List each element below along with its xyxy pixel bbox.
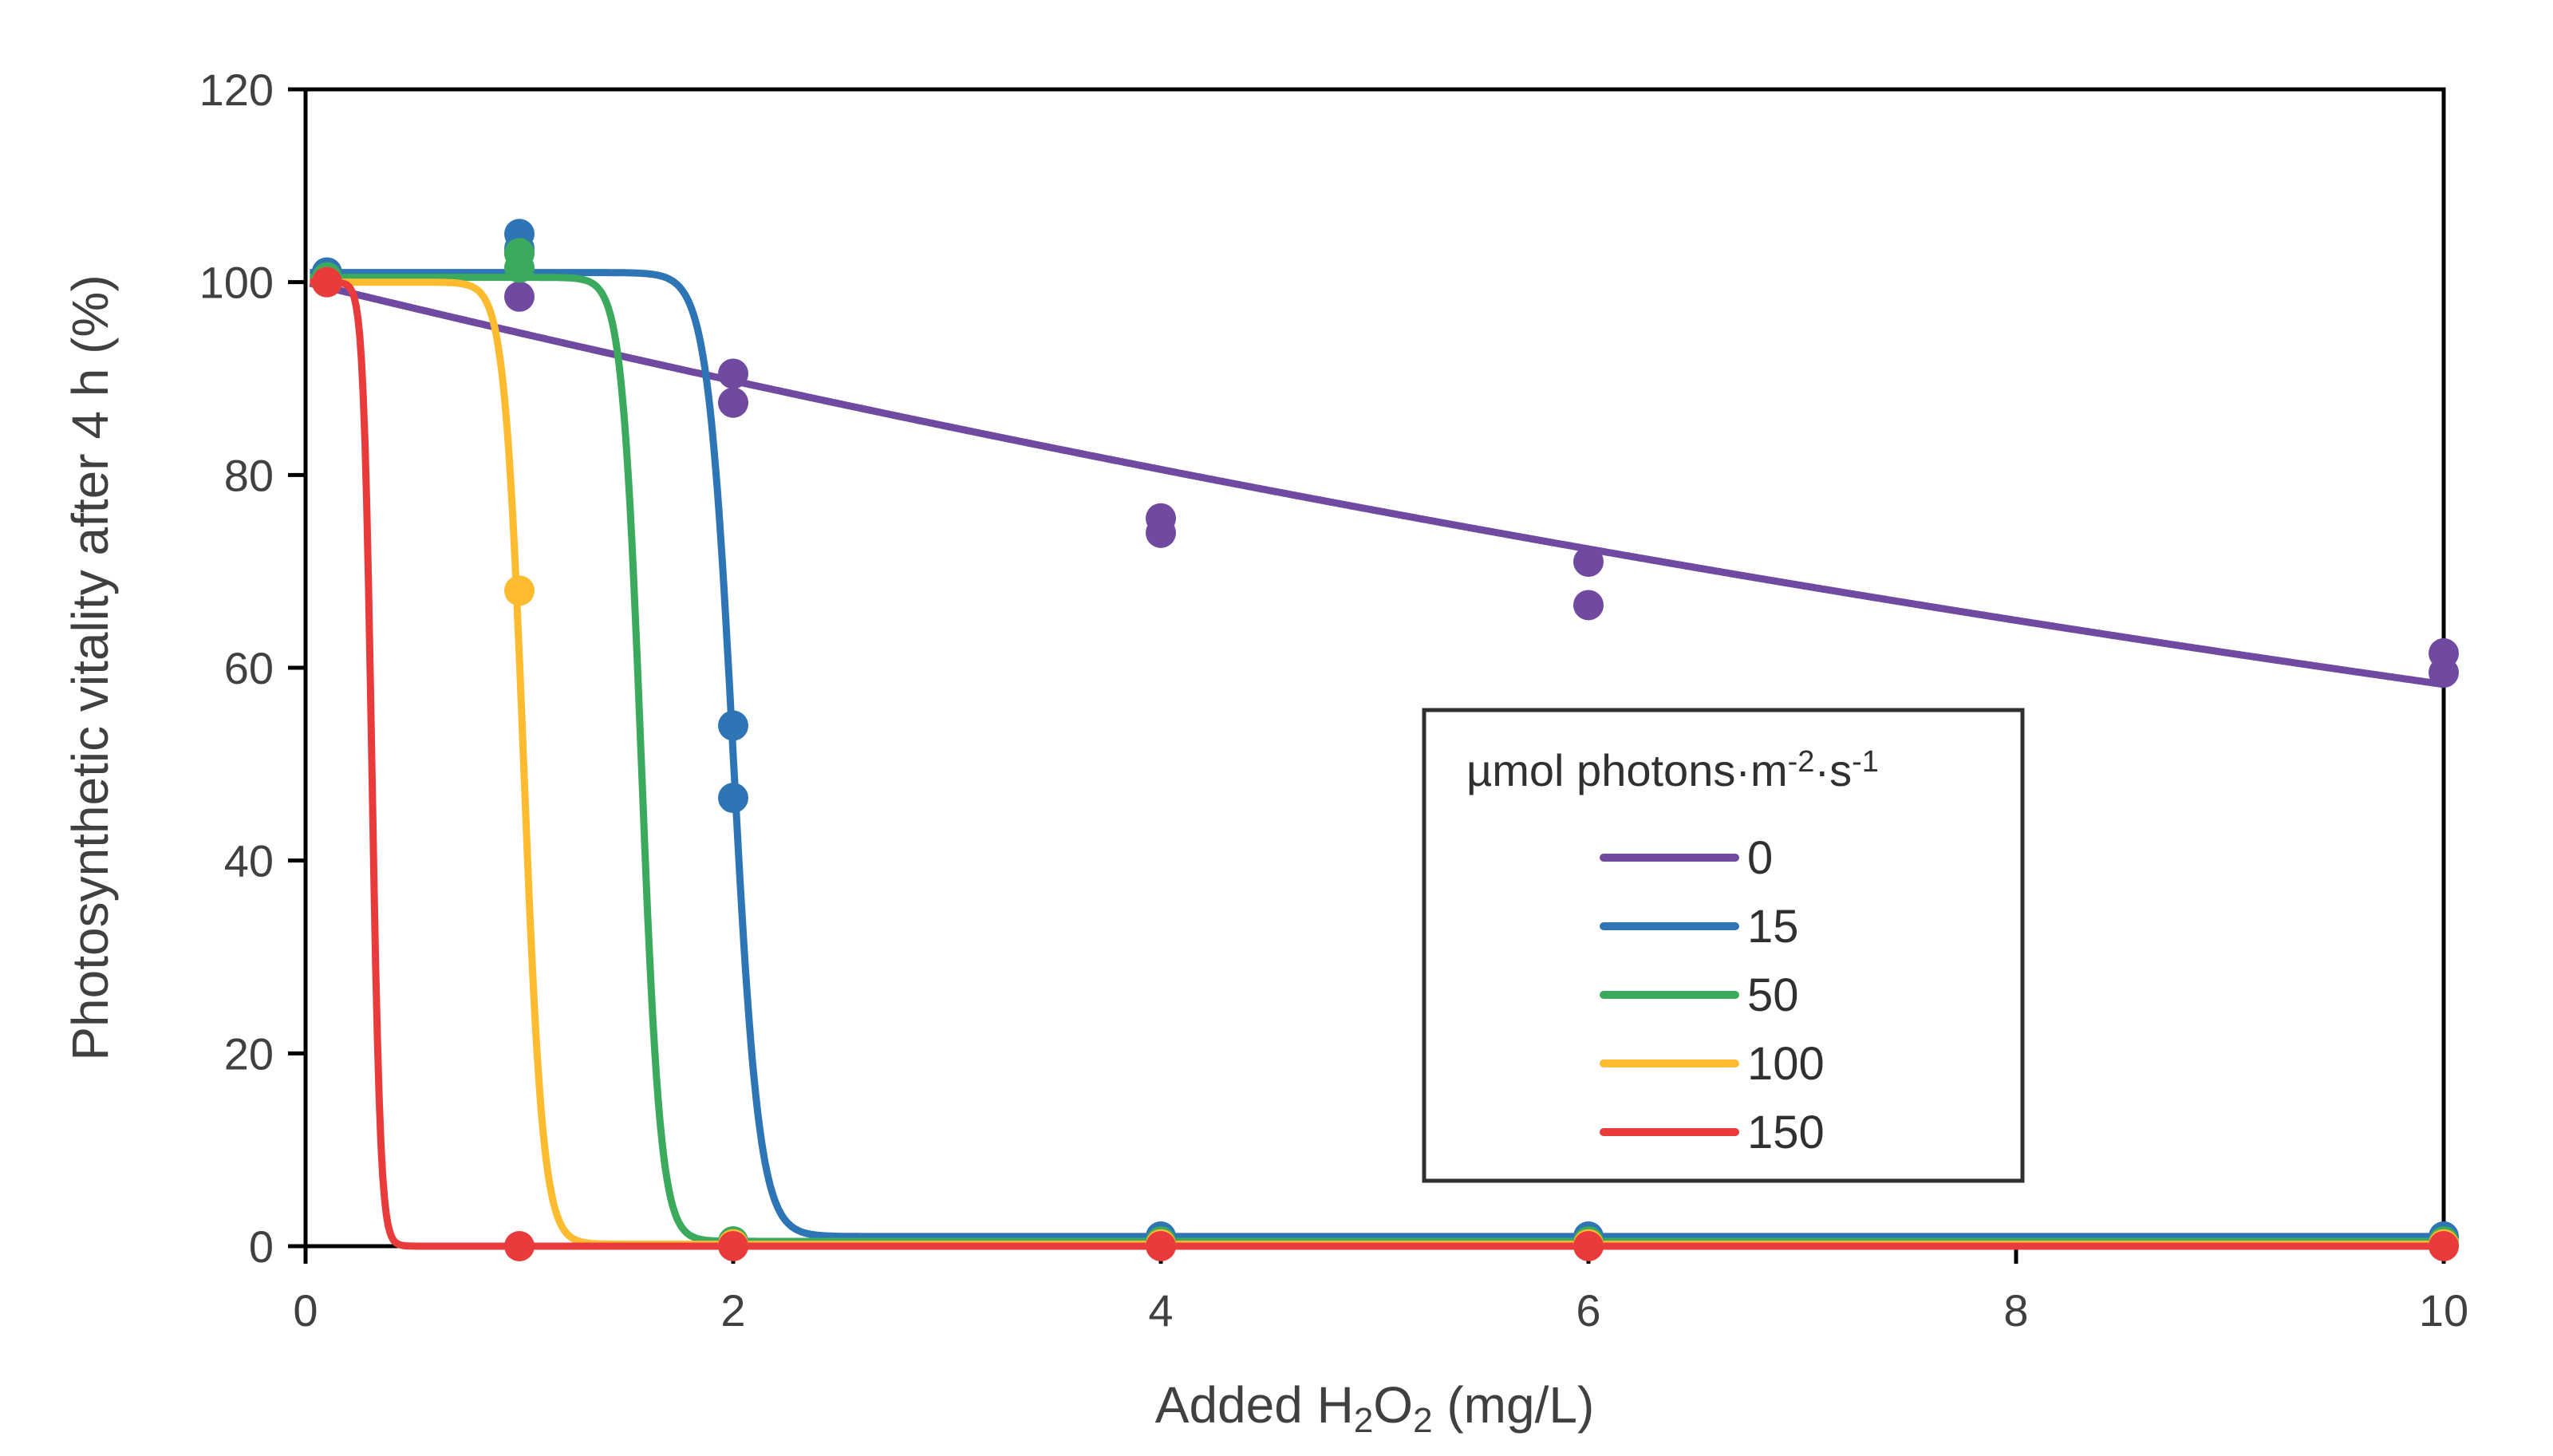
y-tick-label: 80 <box>224 450 274 500</box>
data-point-100 <box>504 575 535 606</box>
x-axis-title: Added H2O2 (mg/L) <box>1155 1376 1595 1440</box>
data-point-15 <box>718 783 748 814</box>
legend-label-100: 100 <box>1747 1038 1825 1090</box>
x-tick-label: 0 <box>293 1285 318 1336</box>
data-point-50 <box>504 252 535 283</box>
legend: µmol photons·m-2·s-1 0 15 50 100 150 <box>1422 708 2025 1183</box>
legend-items: 0 15 50 100 150 <box>1600 832 1825 1158</box>
data-point-150 <box>1573 1231 1604 1261</box>
data-point-150 <box>504 1231 535 1261</box>
legend-label-150: 150 <box>1747 1107 1825 1158</box>
fit-curves <box>308 269 2446 1250</box>
y-tick-label: 20 <box>224 1028 274 1079</box>
data-point-150 <box>718 1231 748 1261</box>
y-tick-label: 60 <box>224 643 274 693</box>
x-tick-label: 8 <box>2003 1285 2028 1336</box>
data-point-0 <box>504 281 535 312</box>
data-point-150 <box>311 266 342 298</box>
legend-label-0: 0 <box>1747 832 1773 884</box>
data-point-0 <box>2429 657 2459 689</box>
x-tick-label: 6 <box>1576 1285 1600 1336</box>
x-axis: 0 2 4 6 8 10 <box>293 1246 2468 1336</box>
data-point-150 <box>1146 1231 1176 1261</box>
legend-label-50: 50 <box>1747 969 1799 1021</box>
data-point-150 <box>2429 1231 2459 1261</box>
data-point-15 <box>718 710 748 741</box>
x-tick-label: 10 <box>2419 1285 2468 1336</box>
fit-curve-15 <box>308 269 2446 1241</box>
y-axis: 0 20 40 60 80 100 120 <box>199 65 306 1272</box>
fit-curve-150 <box>308 278 2446 1250</box>
x-tick-label: 4 <box>1148 1285 1173 1336</box>
y-tick-label: 40 <box>224 836 274 886</box>
y-tick-label: 120 <box>199 65 274 115</box>
y-tick-label: 100 <box>199 258 274 308</box>
data-point-0 <box>718 387 748 418</box>
fit-curve-0 <box>308 279 2446 689</box>
data-point-0 <box>1146 517 1176 548</box>
data-point-0 <box>718 358 748 389</box>
x-tick-label: 2 <box>720 1285 745 1336</box>
legend-box <box>1422 708 2025 1183</box>
data-point-0 <box>1573 590 1604 621</box>
legend-title: µmol photons·m-2·s-1 <box>1466 745 1879 795</box>
plot-area <box>303 87 2446 1249</box>
y-axis-title: Photosynthetic vitality after 4 h (%) <box>61 274 119 1060</box>
data-point-0 <box>1573 546 1604 578</box>
data-points <box>311 219 2459 1261</box>
legend-label-15: 15 <box>1747 901 1799 953</box>
y-tick-label: 0 <box>249 1221 274 1272</box>
